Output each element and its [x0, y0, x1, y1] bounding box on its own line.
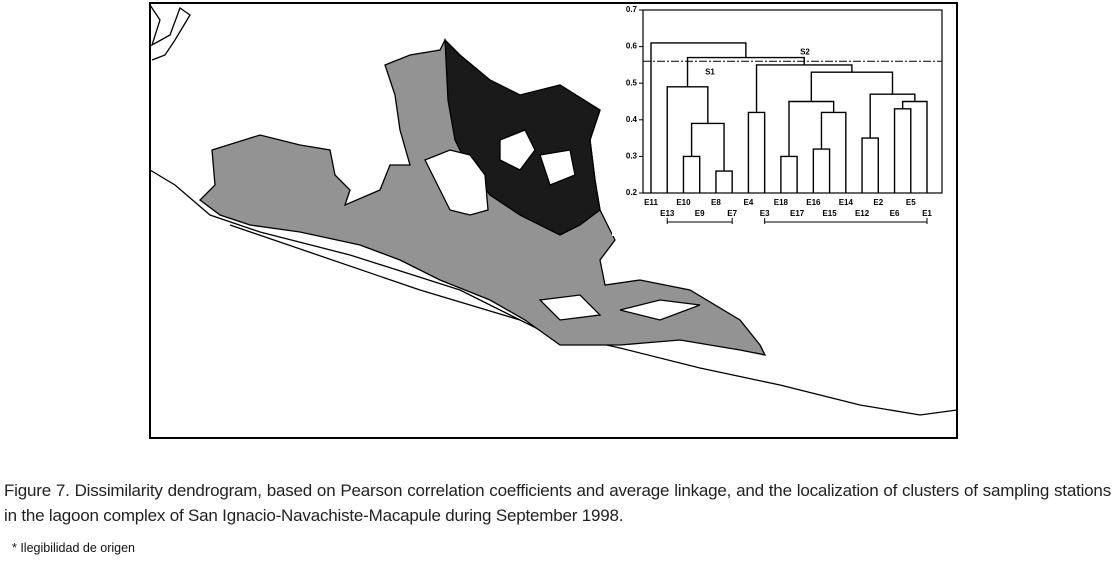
leaf-label: E15 — [822, 209, 837, 218]
leaf-label: E11 — [644, 198, 658, 207]
leaf-label: E3 — [760, 209, 770, 218]
leaf-label: E12 — [855, 209, 870, 218]
leaf-label: E6 — [890, 209, 900, 218]
leaf-label: E4 — [744, 198, 754, 207]
leaf-label: E8 — [711, 198, 721, 207]
islands — [499, 129, 576, 186]
leaf-label: E16 — [806, 198, 821, 207]
barrier — [229, 224, 521, 321]
footnote: * Ilegibilidad de origen — [12, 541, 136, 555]
cluster-bracket — [764, 218, 928, 224]
caption: Figure 7. Dissimilarity dendrogram, base… — [4, 481, 1111, 525]
y-tick-label: 0.2 — [626, 188, 638, 197]
leaf-label: E17 — [790, 209, 805, 218]
leaf-label: E9 — [695, 209, 705, 218]
map — [149, 4, 958, 416]
cluster-label: S1 — [705, 67, 715, 76]
cluster-label: S2 — [800, 47, 810, 56]
leaf-label: E1 — [922, 209, 932, 218]
merge — [650, 42, 747, 193]
leaf-label: E13 — [660, 209, 675, 218]
leaf-label: E2 — [873, 198, 883, 207]
cluster-bracket — [666, 218, 733, 224]
y-tick-label: 0.4 — [626, 115, 638, 124]
leaf-label: E18 — [774, 198, 789, 207]
leaf-label: E5 — [906, 198, 916, 207]
islands — [538, 294, 701, 321]
y-tick-label: 0.3 — [626, 152, 638, 161]
y-tick-label: 0.7 — [626, 5, 638, 14]
plot-frame — [642, 9, 943, 194]
leaf-label: E7 — [727, 209, 737, 218]
leaf-label: E14 — [839, 198, 854, 207]
y-tick-label: 0.5 — [626, 78, 638, 87]
y-tick-label: 0.6 — [626, 42, 638, 51]
cluster-white — [424, 149, 489, 216]
leaf-label: E10 — [676, 198, 691, 207]
